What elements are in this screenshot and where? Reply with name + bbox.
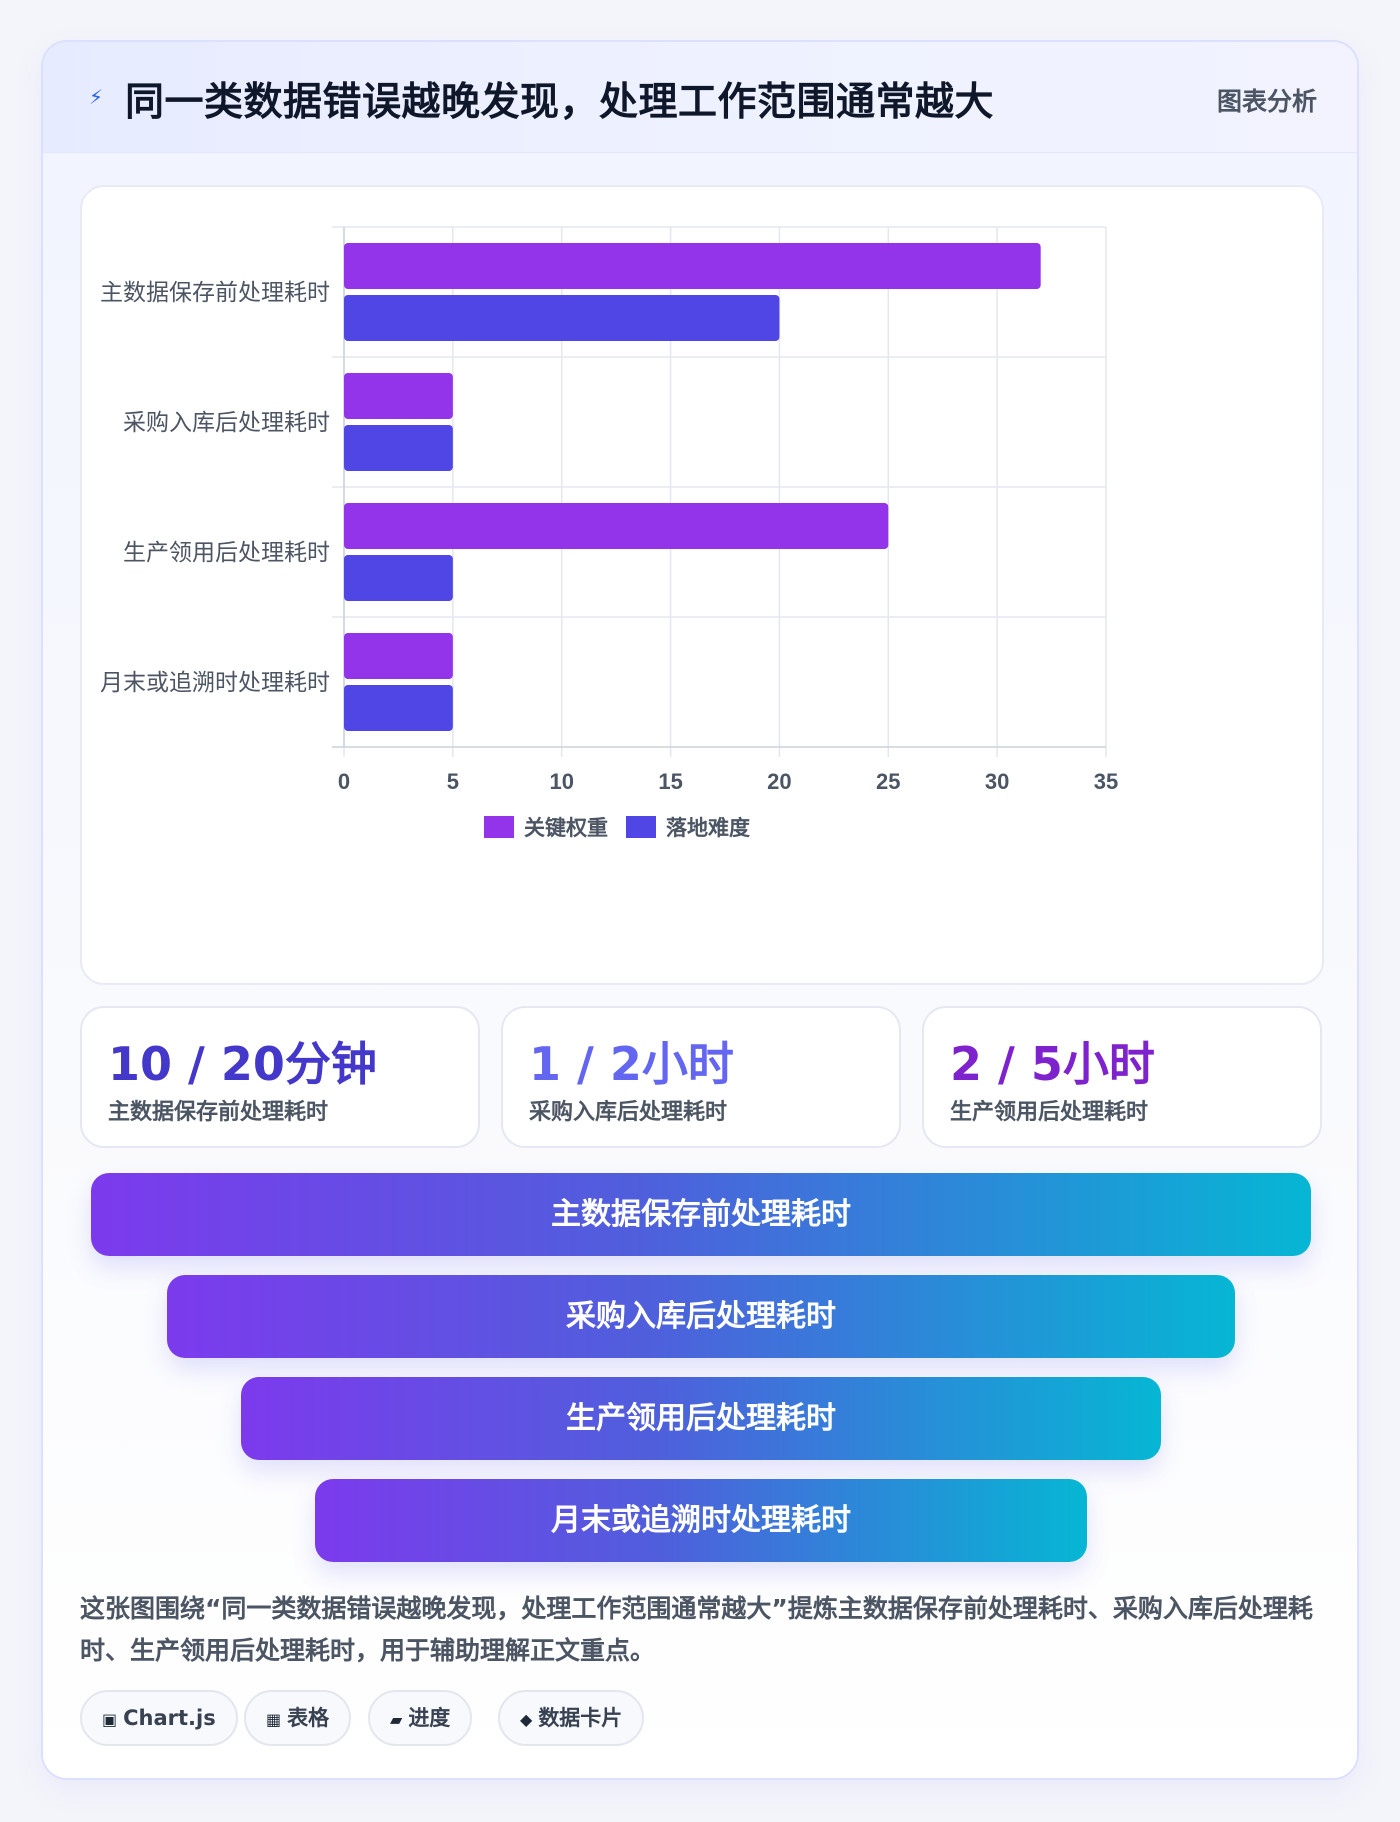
chip-label: 表格 (287, 1706, 330, 1730)
x-tick-label: 20 (767, 769, 791, 794)
stat-card-1: 10 / 20分钟 主数据保存前处理耗时 (80, 1006, 480, 1148)
chip-data-card[interactable]: ◆ 数据卡片 (498, 1690, 645, 1746)
x-tick-label: 0 (338, 769, 350, 794)
stat-value: 1 / 2小时 (529, 1037, 734, 1091)
x-tick-label: 30 (985, 769, 1009, 794)
bar-weight (344, 633, 453, 679)
x-tick-label: 5 (447, 769, 459, 794)
y-category-label: 生产领用后处理耗时 (123, 540, 330, 566)
stat-label: 采购入库后处理耗时 (529, 1100, 728, 1125)
chip-progress[interactable]: ▰ 进度 (368, 1690, 473, 1746)
stat-value: 2 / 5小时 (950, 1037, 1155, 1091)
bar-weight (344, 243, 1041, 289)
card-header: ⚡ 同一类数据错误越晚发现，处理工作范围通常越大 图表分析 (43, 42, 1357, 153)
chip-chartjs[interactable]: ▣ Chart.js (80, 1690, 238, 1746)
legend-label: 落地难度 (666, 816, 750, 840)
stat-value: 10 / 20分钟 (108, 1037, 377, 1091)
bar-difficulty (344, 425, 453, 471)
chip-label: Chart.js (123, 1706, 216, 1730)
stat-card-2: 1 / 2小时 采购入库后处理耗时 (501, 1006, 901, 1148)
chart-icon: ▣ (102, 1710, 118, 1729)
bar-weight (344, 503, 889, 549)
x-tick-label: 25 (876, 769, 900, 794)
stat-card-3: 2 / 5小时 生产领用后处理耗时 (922, 1006, 1322, 1148)
y-category-label: 采购入库后处理耗时 (123, 410, 330, 436)
bar-difficulty (344, 555, 453, 601)
funnel-step-3: 生产领用后处理耗时 (241, 1377, 1161, 1460)
data-card-icon: ◆ (520, 1710, 533, 1729)
legend-label: 关键权重 (524, 816, 608, 840)
x-tick-label: 15 (658, 769, 682, 794)
legend-swatch (484, 816, 514, 838)
stat-label: 主数据保存前处理耗时 (108, 1100, 329, 1125)
bar-difficulty (344, 685, 453, 731)
y-category-label: 主数据保存前处理耗时 (100, 280, 330, 306)
chart-card: ⚡ 同一类数据错误越晚发现，处理工作范围通常越大 图表分析 0 5 10 15 20 25… (41, 40, 1359, 1780)
table-icon: ▦ (266, 1710, 282, 1729)
chip-label: 进度 (408, 1706, 451, 1730)
legend-swatch (626, 816, 656, 838)
x-tick-label: 35 (1094, 769, 1118, 794)
progress-icon: ▰ (390, 1710, 403, 1729)
funnel-step-2: 采购入库后处理耗时 (167, 1275, 1235, 1358)
chip-label: 数据卡片 (538, 1706, 623, 1730)
bar-weight (344, 373, 453, 419)
bar-chart-panel: 0 5 10 15 20 25 30 35 主数据保存前处理耗时采购入库后处理耗时 生产领用后处理… (80, 185, 1324, 985)
lightning-icon: ⚡ (88, 85, 104, 109)
x-tick-label: 10 (549, 769, 573, 794)
bar-chart: 0 5 10 15 20 25 30 35 主数据保存前处理耗时采购入库后处理耗时生产领用后处理… (100, 226, 1118, 840)
funnel-step-4: 月末或追溯时处理耗时 (315, 1479, 1087, 1562)
stat-label: 生产领用后处理耗时 (950, 1100, 1149, 1125)
page-title: 同一类数据错误越晚发现，处理工作范围通常越大 (125, 80, 995, 125)
chart-description: 这张图围绕“同一类数据错误越晚发现，处理工作范围通常越大”提炼主数据保存前处理耗… (80, 1594, 1313, 1665)
bar-difficulty (344, 295, 780, 341)
stat-cards: 10 / 20分钟 主数据保存前处理耗时 1 / 2小时 采购入库后处理耗时 2… (80, 1006, 1324, 1148)
chart-analysis-tag: 图表分析 (1216, 87, 1317, 116)
funnel-step-1: 主数据保存前处理耗时 (91, 1173, 1311, 1256)
chip-table[interactable]: ▦ 表格 (244, 1690, 352, 1746)
y-category-label: 月末或追溯时处理耗时 (100, 670, 330, 696)
